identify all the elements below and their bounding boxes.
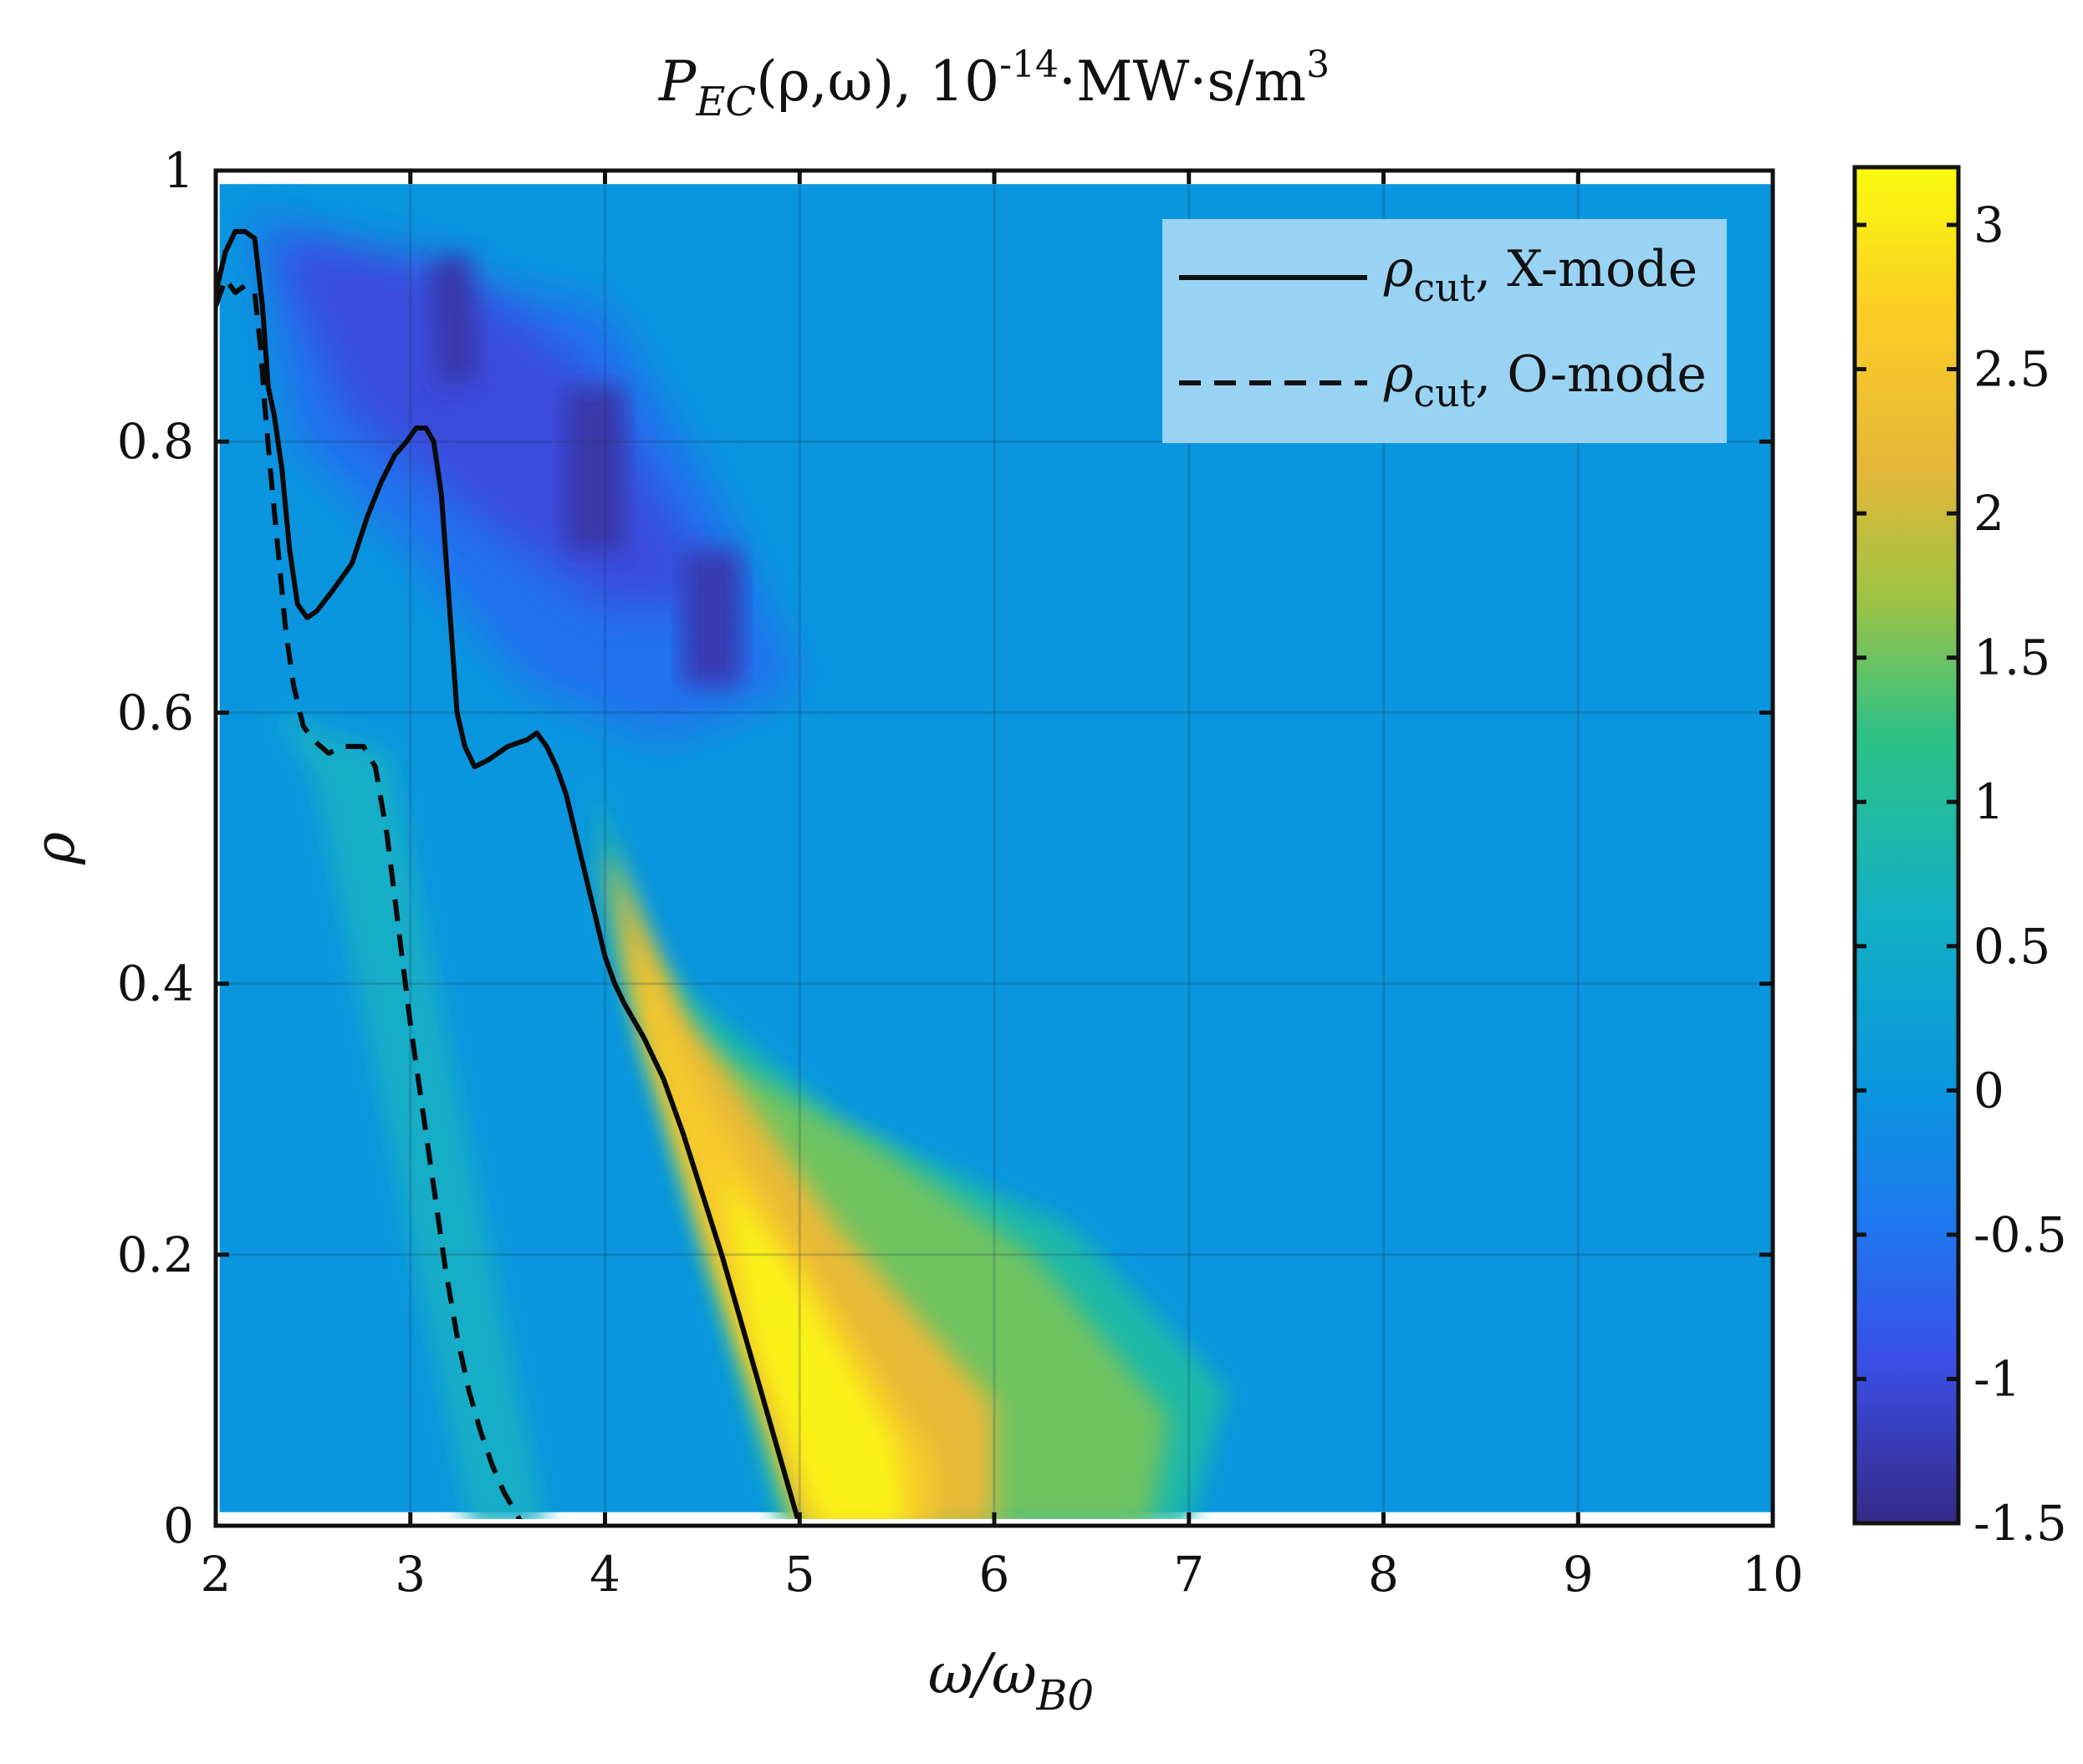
colorbar-tick-label: -1 (1973, 1350, 2021, 1407)
x-tick-label: 5 (784, 1546, 815, 1603)
x-mode-cutoff-line (216, 228, 801, 1519)
x-tick-label: 3 (395, 1546, 426, 1603)
heat-positive-amber (624, 929, 937, 1519)
colorbar-tick-label: 1 (1973, 773, 2004, 830)
colorbar-tick-label: 3 (1973, 196, 2004, 253)
colorbar-gradient (1855, 167, 1958, 1523)
cutoff-curves (216, 228, 801, 1519)
x-tick-label: 8 (1368, 1546, 1399, 1603)
legend-suffix: , X-mode (1475, 240, 1698, 298)
legend-symbol: ρ (1383, 240, 1413, 298)
colorbar-tick-label: -0.5 (1973, 1206, 2067, 1263)
colorbar-tick-label: 1.5 (1973, 630, 2050, 686)
colorbar: -1.5 -1 -0.5 0 0.5 1 1.5 2 2.5 3 (1852, 165, 2067, 1552)
x-tick-label: 4 (590, 1546, 620, 1603)
heat-negative-core-3 (682, 549, 742, 686)
y-tick-label: 0 (163, 1497, 194, 1554)
y-tick-label: 0.2 (117, 1226, 194, 1283)
x-axis-label: ω/ωB0 (928, 1642, 1094, 1720)
o-mode-cutoff-line (216, 276, 523, 1519)
title-scale-base: 10 (929, 49, 999, 114)
x-tick-label: 2 (201, 1546, 232, 1603)
colorbar-tick-label: -1.5 (1973, 1495, 2067, 1552)
legend: ρcut, X-mode ρcut, O-mode (1162, 219, 1727, 443)
title-args: (ρ,ω), (756, 49, 929, 114)
legend-subscript: cut (1413, 265, 1475, 310)
legend-box (1162, 219, 1727, 443)
legend-label-o-mode: ρcut, O-mode (1383, 345, 1707, 416)
legend-label-x-mode: ρcut, X-mode (1383, 240, 1698, 310)
x-axis-ticks: 2 3 4 5 6 7 8 9 10 (201, 171, 1804, 1603)
y-tick-label: 1 (163, 142, 194, 199)
heat-negative-core-1 (430, 252, 479, 388)
title-scale-exponent: -14 (999, 43, 1059, 86)
y-tick-label: 0.8 (117, 413, 194, 470)
title-subscript: EC (695, 79, 756, 125)
title-units: ·MW·s/m (1059, 49, 1306, 114)
colorbar-tick-label: 2.5 (1973, 341, 2050, 398)
colorbar-tick-label: 2 (1973, 485, 2004, 542)
x-tick-label: 7 (1173, 1546, 1204, 1603)
colorbar-tick-label: 0.5 (1973, 918, 2050, 975)
heat-negative-core-2 (565, 387, 625, 550)
heat-o-mode-halo (273, 712, 546, 1519)
x-axis-label-main: ω/ω (928, 1642, 1037, 1706)
y-axis-label: ρ (23, 832, 87, 865)
colorbar-ticks: -1.5 -1 -0.5 0 0.5 1 1.5 2 2.5 3 (1855, 196, 2067, 1552)
x-tick-label: 10 (1742, 1546, 1804, 1603)
colorbar-frame (1852, 165, 1961, 1526)
heat-positive-orange (605, 848, 994, 1519)
x-tick-label: 6 (979, 1546, 1010, 1603)
legend-suffix: , O-mode (1475, 345, 1707, 404)
legend-subscript: cut (1413, 370, 1475, 416)
title-units-exponent: 3 (1306, 43, 1330, 86)
legend-symbol: ρ (1383, 345, 1413, 404)
y-tick-label: 0.6 (117, 684, 194, 741)
x-tick-label: 9 (1563, 1546, 1594, 1603)
heat-positive-green (605, 821, 1170, 1519)
x-axis-label-subscript: B0 (1036, 1671, 1095, 1720)
heat-positive-peak (722, 1173, 906, 1519)
chart-title: PEC(ρ,ω), 10-14·MW·s/m3 (658, 43, 1330, 125)
colorbar-tick-label: 0 (1973, 1062, 2004, 1119)
title-symbol: P (658, 49, 697, 114)
y-tick-label: 0.4 (117, 956, 194, 1012)
y-axis-ticks: 0 0.2 0.4 0.6 0.8 1 (117, 142, 1773, 1554)
